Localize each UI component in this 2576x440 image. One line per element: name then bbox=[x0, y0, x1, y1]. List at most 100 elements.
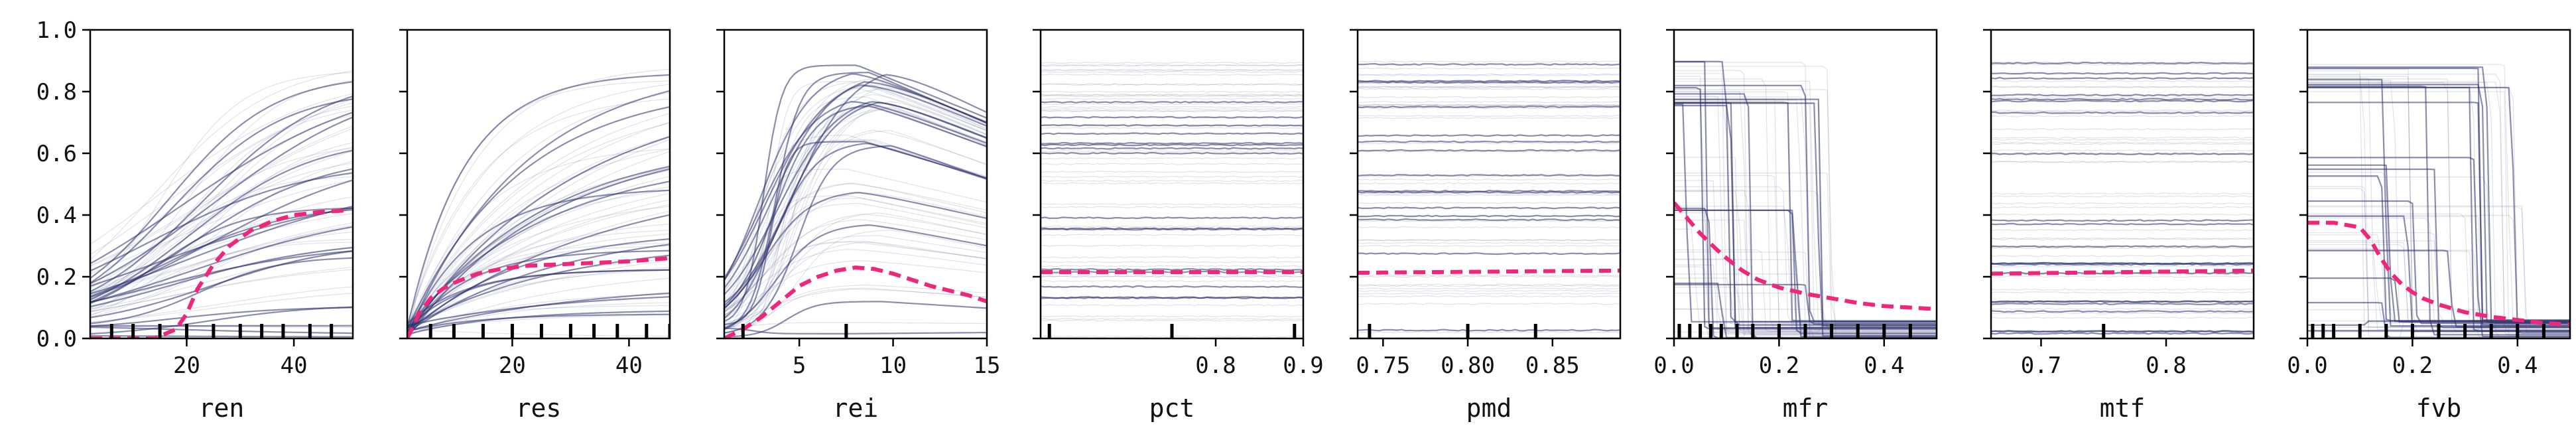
ice-line bbox=[1991, 110, 2254, 113]
ice-line bbox=[1991, 96, 2254, 99]
ice-line bbox=[724, 248, 987, 313]
ice-line bbox=[407, 329, 670, 337]
ice-line bbox=[1041, 90, 1303, 93]
x-tick-label: 0.2 bbox=[1759, 352, 1799, 379]
ice-line bbox=[90, 125, 353, 266]
ice-line bbox=[1358, 182, 1620, 184]
ice-line bbox=[90, 102, 353, 256]
ice-line bbox=[407, 292, 670, 332]
axes-frame bbox=[1039, 29, 1305, 340]
plot-area-pmd bbox=[1358, 60, 1620, 338]
ice-line bbox=[724, 287, 987, 334]
ice-line bbox=[407, 167, 670, 330]
ice-line bbox=[1041, 150, 1303, 153]
ice-line bbox=[407, 122, 670, 329]
ice-line bbox=[407, 80, 670, 338]
ice-line bbox=[407, 206, 670, 325]
ice-line bbox=[724, 139, 987, 334]
ice-line bbox=[1358, 175, 1620, 177]
ice-line bbox=[2307, 250, 2570, 328]
ice-line bbox=[724, 214, 987, 311]
ice-line bbox=[1358, 106, 1620, 109]
ice-line bbox=[1991, 98, 2254, 101]
ice-line bbox=[90, 111, 353, 265]
ice-line bbox=[407, 238, 670, 336]
ice-line bbox=[2307, 157, 2570, 337]
ice-line bbox=[724, 85, 987, 301]
plot-area-rei bbox=[724, 64, 987, 338]
ice-line bbox=[2307, 250, 2570, 327]
axes-frame bbox=[2306, 29, 2571, 340]
ice-line bbox=[1041, 304, 1303, 307]
ice-line bbox=[90, 246, 353, 308]
ice-line bbox=[2307, 74, 2570, 335]
ice-line bbox=[90, 151, 353, 284]
ice-line bbox=[1674, 96, 1937, 330]
ice-line bbox=[90, 179, 353, 275]
ice-line bbox=[1041, 64, 1303, 66]
ice-line bbox=[2307, 85, 2570, 336]
ice-line bbox=[2307, 177, 2570, 330]
ice-line bbox=[407, 230, 670, 333]
ice-line bbox=[1041, 275, 1303, 277]
x-tick-label: 0.0 bbox=[2287, 352, 2327, 379]
ice-line bbox=[407, 310, 670, 335]
ice-line bbox=[1041, 315, 1303, 318]
ice-line bbox=[2307, 64, 2570, 322]
ice-line bbox=[90, 168, 353, 303]
x-axis-label: pct bbox=[1149, 394, 1195, 423]
ice-line bbox=[1041, 132, 1303, 135]
ice-line bbox=[724, 197, 987, 319]
ice-line bbox=[724, 106, 987, 303]
ice-line bbox=[1041, 100, 1303, 104]
ice-line bbox=[407, 250, 670, 336]
ice-line bbox=[90, 326, 353, 334]
axes-frame bbox=[1356, 29, 1622, 340]
ice-line bbox=[1674, 190, 1937, 332]
ice-line bbox=[1358, 86, 1620, 88]
ice-line bbox=[407, 192, 670, 329]
ice-line bbox=[90, 196, 353, 293]
panel-pct: 0.8 0.9 pct bbox=[1033, 29, 1324, 423]
ice-line bbox=[1991, 72, 2254, 75]
ice-line bbox=[1041, 110, 1303, 113]
ice-line bbox=[1358, 80, 1620, 84]
ice-line bbox=[1991, 153, 2254, 155]
ice-line bbox=[90, 226, 353, 303]
ice-line bbox=[407, 186, 670, 336]
x-tick-label: 40 bbox=[281, 352, 308, 379]
ice-line bbox=[724, 81, 987, 330]
ice-line bbox=[2307, 66, 2570, 324]
plot-area-ren bbox=[90, 70, 353, 338]
ice-line bbox=[1674, 66, 1937, 324]
ice-line bbox=[724, 130, 987, 328]
x-axis-label: fvb bbox=[2416, 394, 2462, 423]
ice-line bbox=[1991, 86, 2254, 88]
x-tick-label: 0.8 bbox=[1195, 352, 1236, 379]
ice-line bbox=[1358, 287, 1620, 290]
panel-fvb: 0.0 0.2 0.4 fvb bbox=[2287, 29, 2571, 423]
ice-line bbox=[1991, 307, 2254, 310]
ice-line bbox=[724, 219, 987, 313]
plot-area-res bbox=[407, 68, 670, 338]
ice-line bbox=[1041, 106, 1303, 108]
ice-line bbox=[1991, 302, 2254, 305]
ice-line bbox=[724, 192, 987, 306]
ice-line bbox=[1991, 149, 2254, 152]
ice-line bbox=[407, 151, 670, 327]
panel-ren: 0.0 0.2 0.4 0.6 0.8 1.0 20 40 ren bbox=[36, 17, 354, 423]
ice-line bbox=[1358, 60, 1620, 63]
ice-line bbox=[1358, 242, 1620, 244]
ice-line bbox=[1041, 216, 1303, 220]
ice-line bbox=[2307, 86, 2570, 324]
ice-line bbox=[724, 169, 987, 318]
x-tick-label: 40 bbox=[615, 352, 643, 379]
ice-line bbox=[1991, 76, 2254, 80]
ice-line bbox=[724, 101, 987, 295]
ice-line bbox=[1991, 219, 2254, 222]
ice-line bbox=[724, 84, 987, 329]
ice-line bbox=[1991, 161, 2254, 163]
x-tick-label: 0.2 bbox=[2392, 352, 2433, 379]
ice-line bbox=[1358, 179, 1620, 181]
